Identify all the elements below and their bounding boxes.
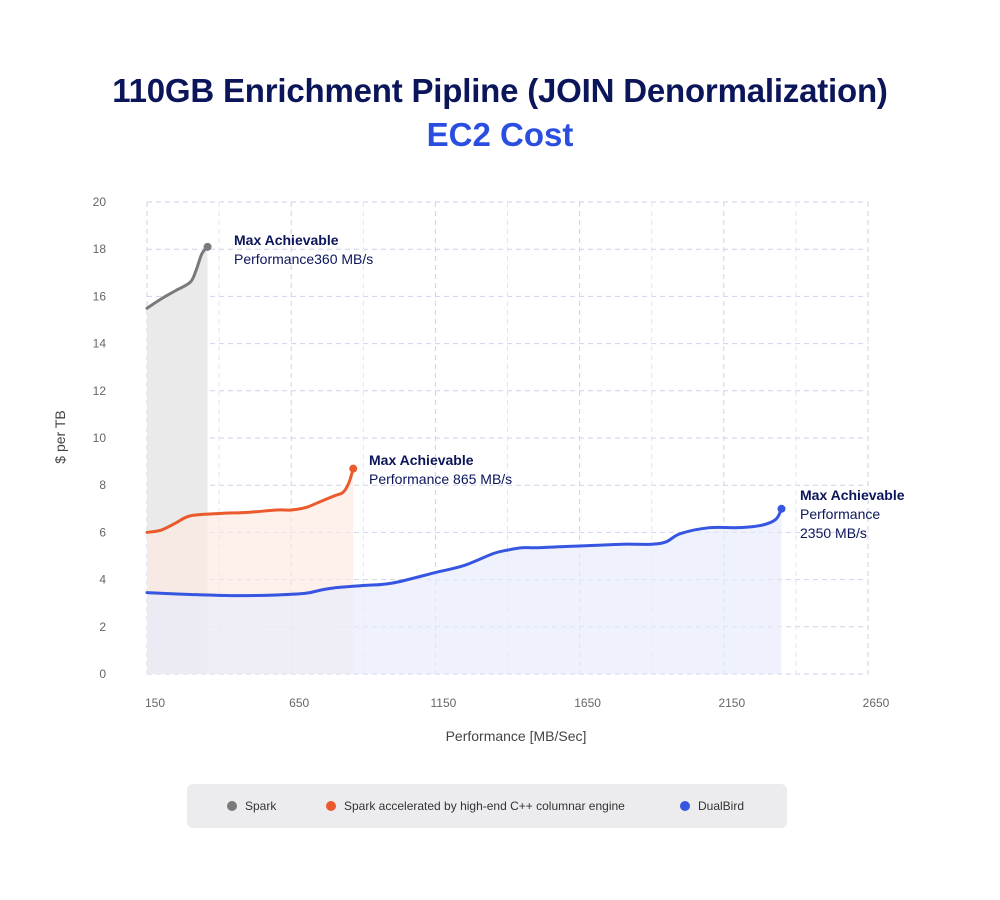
y-tick-label: 12: [93, 384, 107, 398]
chart-subtitle: EC2 Cost: [426, 116, 574, 153]
y-tick-label: 6: [99, 525, 106, 539]
series-line-spark-accelerated: [145, 467, 355, 534]
x-tick-label: 2150: [718, 696, 745, 710]
legend-item-spark-accelerated[interactable]: Spark accelerated by high-end C++ column…: [326, 784, 625, 828]
y-axis-label: $ per TB: [52, 410, 68, 463]
x-tick-label: 650: [289, 696, 309, 710]
legend-marker-spark: [227, 801, 237, 811]
x-tick-label: 150: [145, 696, 165, 710]
y-tick-label: 2: [99, 620, 106, 634]
chart-title: 110GB Enrichment Pipline (JOIN Denormali…: [112, 72, 888, 109]
annotation-title-spark-accelerated: Max Achievable: [369, 452, 474, 468]
legend-label-spark: Spark: [245, 799, 277, 813]
x-axis-label: Performance [MB/Sec]: [446, 728, 587, 744]
y-tick-label: 20: [93, 195, 107, 209]
annotation-title-spark: Max Achievable: [234, 232, 339, 248]
series-line-dualbird: [145, 507, 783, 598]
series-endpoint-dualbird: [777, 504, 786, 513]
y-tick-label: 14: [93, 337, 107, 351]
legend-marker-dualbird: [680, 801, 690, 811]
series-line-spark: [145, 245, 210, 310]
y-tick-label: 16: [93, 289, 107, 303]
y-tick-label: 10: [93, 431, 107, 445]
x-tick-label: 1650: [574, 696, 601, 710]
series-area-dualbird: [147, 508, 782, 674]
annotation-text-spark-accelerated: Performance 865 MB/s: [369, 471, 512, 487]
series-endpoint-spark-accelerated: [349, 464, 358, 473]
x-tick-label: 1150: [430, 696, 456, 710]
series-endpoint-spark: [203, 242, 212, 251]
chart-area: 0 2 4 6 8 10 12 14 16 18 20 150 650 1150 1650 2150 2650 P…: [52, 195, 905, 744]
legend: Spark Spark accelerated by high-end C++ …: [187, 784, 787, 828]
y-tick-label: 4: [99, 573, 106, 587]
y-tick-label: 0: [99, 667, 106, 681]
annotation-title-dualbird: Max Achievable: [800, 487, 905, 503]
y-tick-label: 18: [93, 242, 107, 256]
annotation-text-extra-dualbird: 2350 MB/s: [800, 525, 867, 541]
legend-item-spark[interactable]: Spark: [227, 784, 276, 828]
y-tick-label: 8: [99, 478, 106, 492]
annotation-text-dualbird: Performance: [800, 506, 880, 522]
x-tick-label: 2650: [863, 696, 890, 710]
legend-label-spark-accelerated: Spark accelerated by high-end C++ column…: [344, 799, 625, 813]
legend-label-dualbird: DualBird: [698, 799, 745, 813]
legend-item-dualbird[interactable]: DualBird: [680, 784, 744, 828]
legend-marker-spark-accelerated: [326, 801, 336, 811]
annotation-text-spark: Performance360 MB/s: [234, 251, 373, 267]
